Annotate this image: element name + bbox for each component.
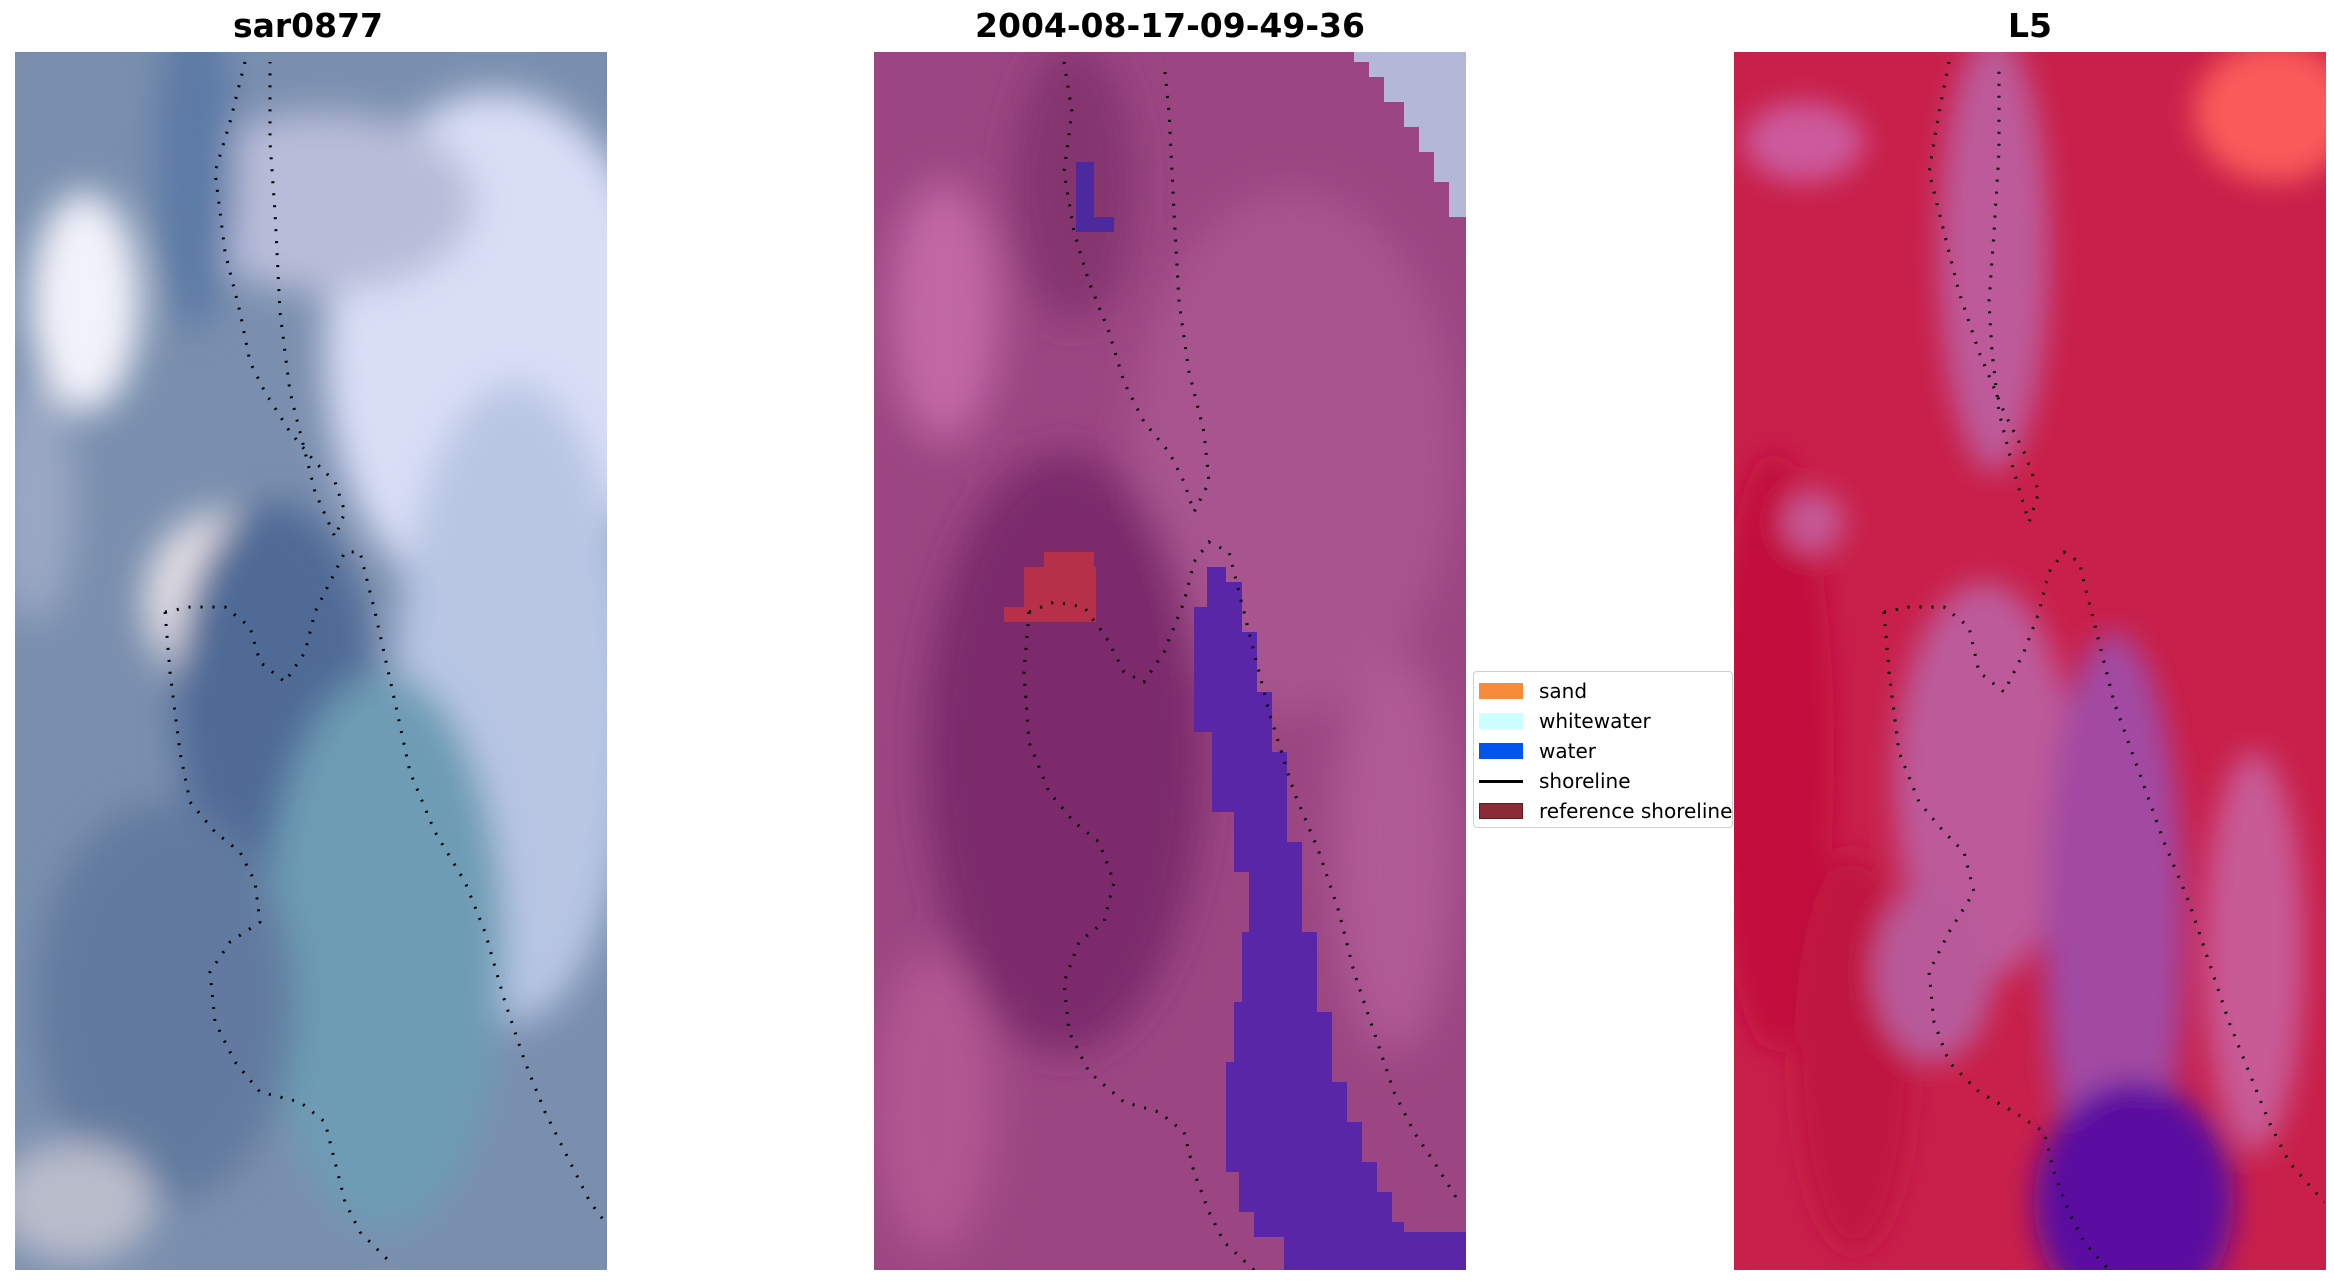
water-swatch bbox=[1479, 743, 1523, 759]
sand-swatch bbox=[1479, 683, 1523, 699]
legend-label-whitewater: whitewater bbox=[1539, 709, 1651, 733]
shoreline-line-swatch bbox=[1479, 779, 1523, 783]
legend-item-whitewater: whitewater bbox=[1479, 706, 1651, 736]
panel-title-index: L5 bbox=[2008, 6, 2052, 45]
legend-item-shoreline: shoreline bbox=[1479, 766, 1631, 796]
reference-shoreline-swatch bbox=[1479, 803, 1523, 819]
legend-label-shoreline: shoreline bbox=[1539, 769, 1631, 793]
index-image bbox=[1734, 52, 2326, 1270]
panel-title-rgb: sar0877 bbox=[232, 6, 384, 45]
legend-item-water: water bbox=[1479, 736, 1596, 766]
legend-label-water: water bbox=[1539, 739, 1596, 763]
legend: sand whitewater water shoreline referenc… bbox=[1473, 671, 1733, 828]
classified-image-panel bbox=[874, 52, 1466, 1270]
legend-item-sand: sand bbox=[1479, 676, 1587, 706]
classified-image bbox=[874, 52, 1466, 1270]
legend-label-sand: sand bbox=[1539, 679, 1588, 703]
legend-item-reference-shoreline: reference shoreline bbox=[1479, 796, 1732, 826]
panel-title-classified: 2004-08-17-09-49-36 bbox=[975, 6, 1365, 45]
whitewater-swatch bbox=[1479, 713, 1523, 729]
legend-label-reference-shoreline: reference shoreline bbox=[1539, 799, 1733, 823]
index-image-panel bbox=[1734, 52, 2326, 1270]
rgb-image-panel bbox=[15, 52, 607, 1270]
rgb-image bbox=[15, 52, 607, 1270]
